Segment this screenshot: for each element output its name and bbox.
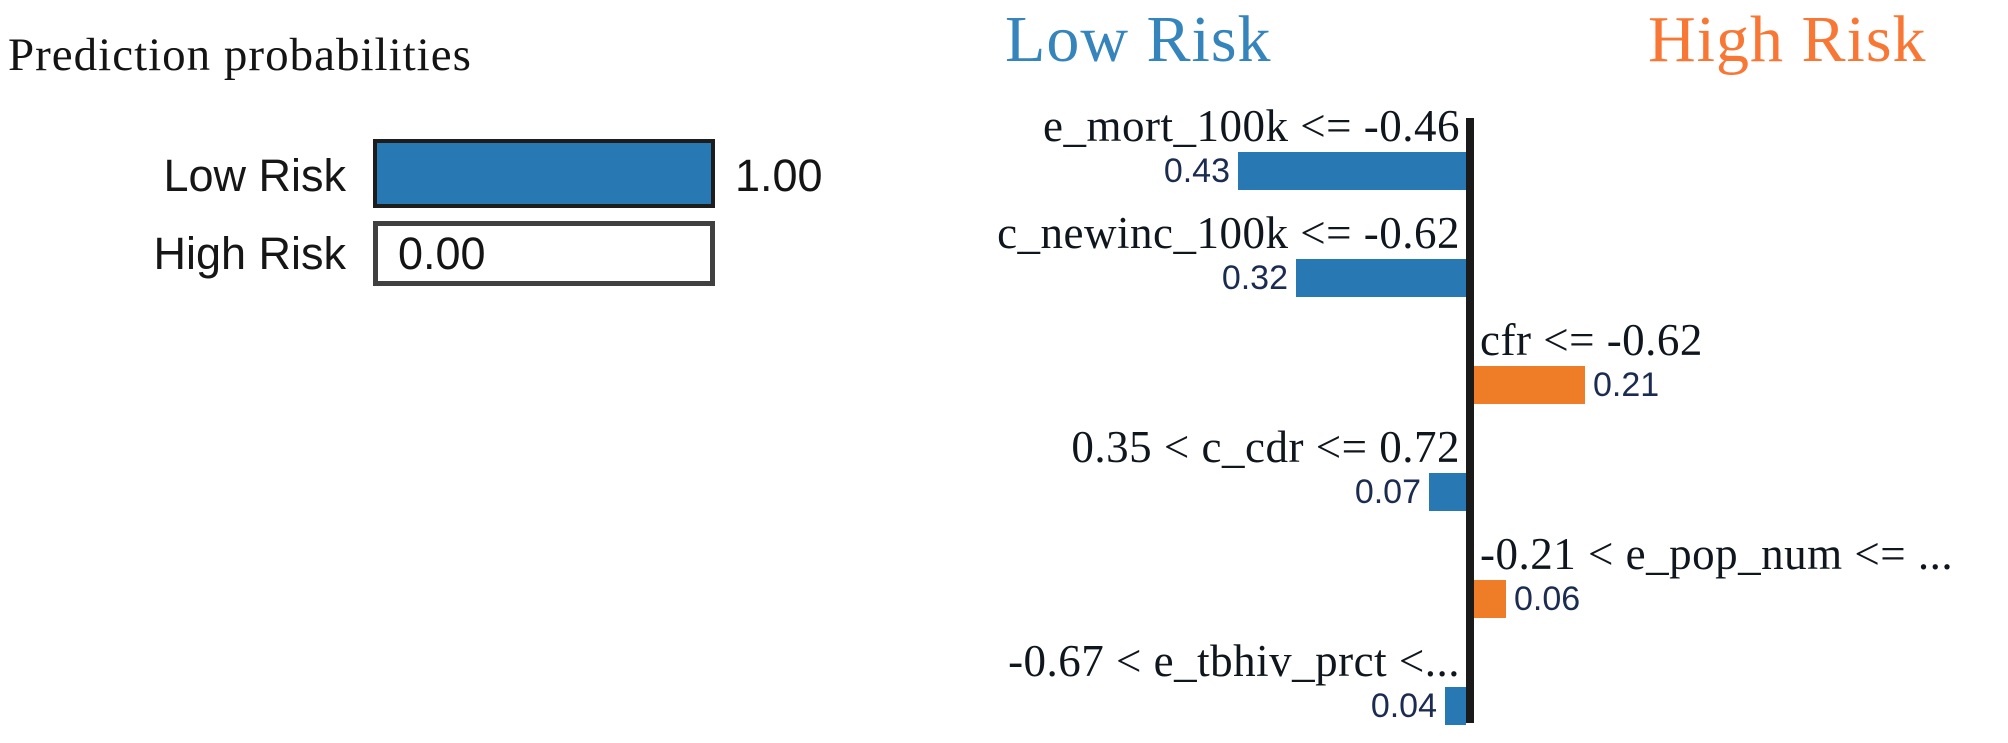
probability-value-high-risk: 0.00 [398,228,486,279]
contribution-bar [1445,687,1466,725]
feature-row: -0.67 < e_tbhiv_prct <... 0.04 [0,637,2008,743]
axis-line [1466,118,1474,723]
probability-fill-low-risk [377,143,711,204]
prediction-probabilities-title: Prediction probabilities [8,29,472,81]
contribution-value: 0.43 [1163,152,1230,190]
contribution-value: 0.32 [1221,259,1288,297]
contribution-value: 0.06 [1514,580,1581,618]
feature-condition-label: c_newinc_100k <= -0.62 [997,208,1460,258]
contribution-bar [1474,366,1585,404]
feature-row: -0.21 < e_pop_num <= ... 0.06 [0,530,2008,638]
contribution-bar [1429,473,1466,511]
probability-value-low-risk: 1.00 [735,150,823,201]
chart-header-high-risk: High Risk [1648,3,1927,76]
feature-condition-label: -0.67 < e_tbhiv_prct <... [1008,636,1460,686]
feature-row: c_newinc_100k <= -0.62 0.32 [0,209,2008,317]
contribution-bar [1474,580,1506,618]
probability-bar-high-risk: 0.00 [373,221,715,286]
contribution-value: 0.04 [1370,687,1437,725]
feature-row: cfr <= -0.62 0.21 [0,316,2008,424]
feature-condition-label: cfr <= -0.62 [1480,315,1703,365]
feature-condition-label: -0.21 < e_pop_num <= ... [1480,529,1954,579]
contribution-bar [1238,152,1466,190]
contribution-value: 0.07 [1354,473,1421,511]
feature-row: e_mort_100k <= -0.46 0.43 [0,102,2008,210]
class-label-high-risk: High Risk [153,228,346,279]
contribution-bar [1296,259,1466,297]
chart-header-low-risk: Low Risk [1005,3,1272,76]
class-label-low-risk: Low Risk [163,150,346,201]
feature-row: 0.35 < c_cdr <= 0.72 0.07 [0,423,2008,531]
probability-bar-low-risk [373,139,715,208]
feature-condition-label: e_mort_100k <= -0.46 [1043,101,1460,151]
contribution-value: 0.21 [1593,366,1660,404]
feature-condition-label: 0.35 < c_cdr <= 0.72 [1071,422,1460,472]
